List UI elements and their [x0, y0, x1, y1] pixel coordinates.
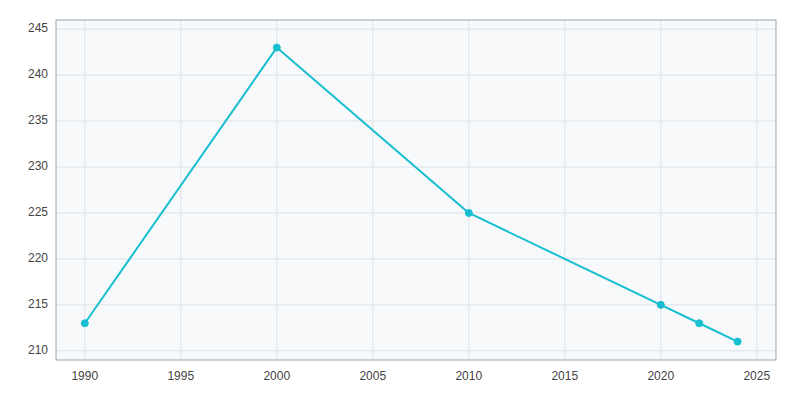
- line: [85, 48, 738, 342]
- y-tick-label: 240: [28, 67, 48, 81]
- x-tick-label: 2010: [455, 369, 482, 383]
- plot-background: [56, 20, 776, 360]
- x-grid-line: [660, 20, 661, 360]
- y-tick-label: 210: [28, 343, 48, 357]
- x-grid-line: [180, 20, 181, 360]
- point: [465, 209, 472, 216]
- y-tick-label: 245: [28, 21, 48, 35]
- chart: 210 215 220 225 230 235 240 245 1990 1995 2000 2005…: [0, 0, 800, 400]
- x-grid-line: [468, 20, 469, 360]
- grid: [56, 20, 776, 360]
- y-grid-line: [56, 350, 776, 351]
- y-tick-label: 220: [28, 251, 48, 265]
- x-tick-label: 2015: [551, 369, 578, 383]
- x-tick-label: 1990: [71, 369, 98, 383]
- point: [273, 44, 280, 51]
- y-tick-label: 230: [28, 159, 48, 173]
- point: [696, 320, 703, 327]
- x-tick-label: 2025: [743, 369, 770, 383]
- y-tick-label: 235: [28, 113, 48, 127]
- series: [81, 44, 741, 345]
- point: [81, 320, 88, 327]
- plot-frame: [56, 20, 776, 360]
- x-tick-label: 2005: [359, 369, 386, 383]
- x-grid-line: [84, 20, 85, 360]
- y-grid-line: [56, 75, 776, 76]
- y-tick-label: 215: [28, 297, 48, 311]
- x-tick-label: 2020: [647, 369, 674, 383]
- y-grid-line: [56, 258, 776, 259]
- y-grid-line: [56, 121, 776, 122]
- point: [734, 338, 741, 345]
- y-tick-label: 225: [28, 205, 48, 219]
- x-tick-label: 1995: [167, 369, 194, 383]
- x-grid-line: [756, 20, 757, 360]
- x-grid-line: [372, 20, 373, 360]
- y-grid-line: [56, 304, 776, 305]
- y-grid-line: [56, 212, 776, 213]
- x-grid-line: [564, 20, 565, 360]
- point: [657, 301, 664, 308]
- page: {"chart_data": {"type": "line", "x": [19…: [0, 0, 800, 400]
- tick-labels: 210 215 220 225 230 235 240 245 1990 1995 2000 2005…: [28, 21, 771, 383]
- x-tick-label: 2000: [263, 369, 290, 383]
- y-grid-line: [56, 29, 776, 30]
- x-grid-line: [276, 20, 277, 360]
